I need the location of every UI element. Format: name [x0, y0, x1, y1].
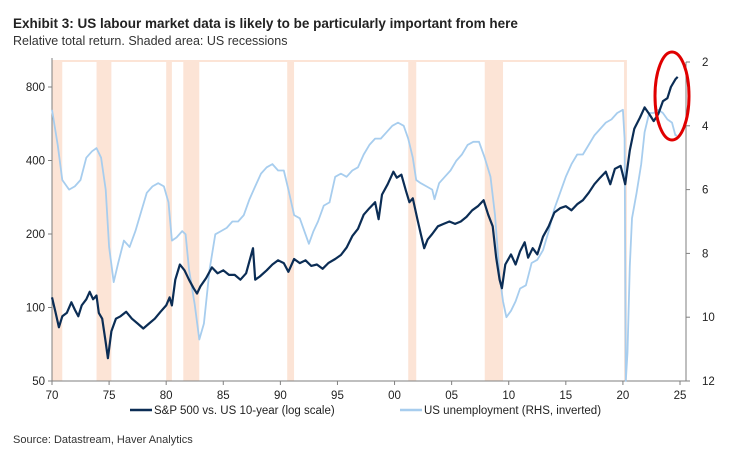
left-axis-tick-label: 800	[26, 82, 45, 94]
legend-label-sp500: S&P 500 vs. US 10-year (log scale)	[154, 405, 335, 417]
recession-shading-group	[52, 60, 627, 381]
left-axis-tick-label: 50	[32, 376, 45, 388]
x-axis-tick-label: 75	[103, 390, 116, 402]
right-axis-tick-label: 12	[702, 376, 715, 388]
left-axis-tick-label: 200	[26, 229, 45, 241]
chart-subtitle: Relative total return. Shaded area: US r…	[13, 34, 288, 48]
right-axis-tick-label: 2	[702, 57, 708, 69]
chart-title: Exhibit 3: US labour market data is like…	[13, 16, 518, 31]
right-axis-tick-label: 10	[702, 312, 715, 324]
right-axis-tick-label: 6	[702, 185, 708, 197]
x-axis-tick-label: 05	[445, 390, 458, 402]
axes-group: 50 100 200 400 800 2 4 6 8 10 12 70 75 80 85 90 95 00 05 10…	[26, 57, 715, 402]
x-axis-tick-label: 95	[331, 390, 344, 402]
recession-band	[484, 62, 504, 381]
legend-label-unemployment: US unemployment (RHS, inverted)	[424, 405, 601, 417]
left-axis-tick-label: 100	[26, 303, 45, 315]
recession-band	[96, 62, 112, 381]
series-lines-group	[50, 76, 679, 382]
x-axis-tick-label: 90	[274, 390, 287, 402]
series-line-sp500	[50, 76, 679, 360]
x-axis-tick-label: 20	[617, 390, 630, 402]
series-line-unemployment	[51, 108, 678, 382]
x-axis-tick-label: 85	[217, 390, 230, 402]
recession-band	[183, 62, 200, 381]
x-axis-tick-label: 10	[502, 390, 515, 402]
legend: S&P 500 vs. US 10-year (log scale) US un…	[130, 405, 601, 417]
right-axis-tick-label: 4	[702, 121, 709, 133]
x-axis-tick-label: 25	[674, 390, 687, 402]
recession-band	[166, 62, 172, 381]
x-axis-tick-label: 80	[160, 390, 173, 402]
left-axis-tick-label: 400	[26, 156, 45, 168]
x-axis-tick-label: 70	[46, 390, 59, 402]
x-axis-tick-label: 15	[559, 390, 572, 402]
highlight-ellipse-annotation	[653, 50, 691, 142]
recession-band	[52, 62, 63, 381]
right-axis-tick-label: 8	[702, 248, 708, 260]
source-note: Source: Datastream, Haver Analytics	[13, 434, 193, 446]
recession-band	[287, 62, 295, 381]
recession-band	[408, 62, 417, 381]
x-axis-tick-label: 00	[388, 390, 401, 402]
